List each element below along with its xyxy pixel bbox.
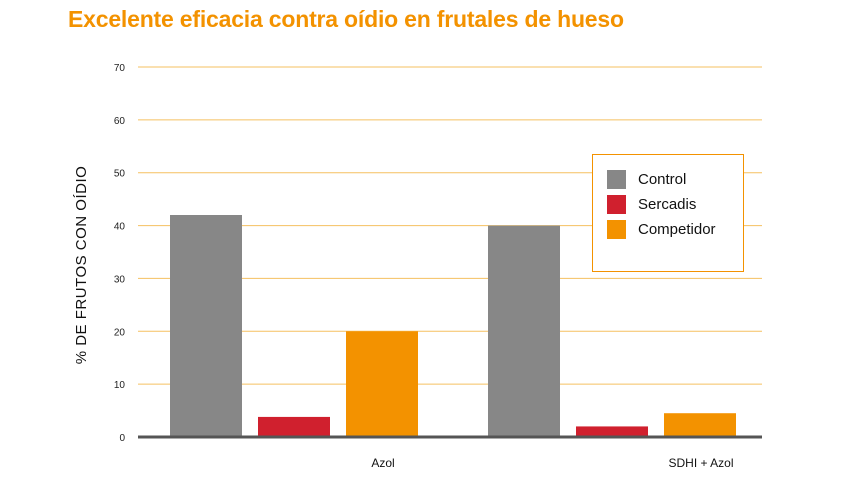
y-tick-label: 60 [114, 116, 126, 127]
bars [170, 215, 736, 437]
category-label: SDHI + Azol [668, 456, 733, 470]
y-axis-label: % DE FRUTOS CON OÍDIO [73, 166, 90, 365]
category-label: Azol [371, 456, 394, 470]
legend-item-control: Control [607, 167, 743, 192]
bar-competidor-0 [346, 331, 418, 437]
y-tick-label: 0 [119, 433, 125, 444]
y-tick-label: 10 [114, 380, 126, 391]
category-labels: Azol SDHI + Azol [371, 456, 733, 470]
bar-control-0 [170, 215, 242, 437]
legend-label: Sercadis [638, 196, 697, 213]
legend-swatch [607, 220, 626, 239]
legend-label: Competidor [638, 221, 716, 238]
bar-control-1 [488, 225, 560, 437]
y-tick-label: 20 [114, 327, 126, 338]
bar-sercadis-1 [576, 426, 648, 437]
chart-title: Excelente eficacia contra oídio en fruta… [68, 6, 624, 32]
y-axis-ticks: 0 10 20 30 40 50 60 70 [114, 63, 126, 444]
bar-sercadis-0 [258, 416, 330, 437]
legend-item-competidor: Competidor [607, 217, 743, 242]
legend-swatch [607, 170, 626, 189]
legend-item-sercadis: Sercadis [607, 192, 743, 217]
legend: Control Sercadis Competidor [592, 154, 744, 272]
y-tick-label: 50 [114, 169, 126, 180]
bar-competidor-1 [664, 413, 736, 437]
y-tick-label: 30 [114, 274, 126, 285]
y-tick-label: 40 [114, 222, 126, 233]
legend-label: Control [638, 171, 687, 188]
legend-swatch [607, 195, 626, 214]
y-tick-label: 70 [114, 63, 126, 74]
